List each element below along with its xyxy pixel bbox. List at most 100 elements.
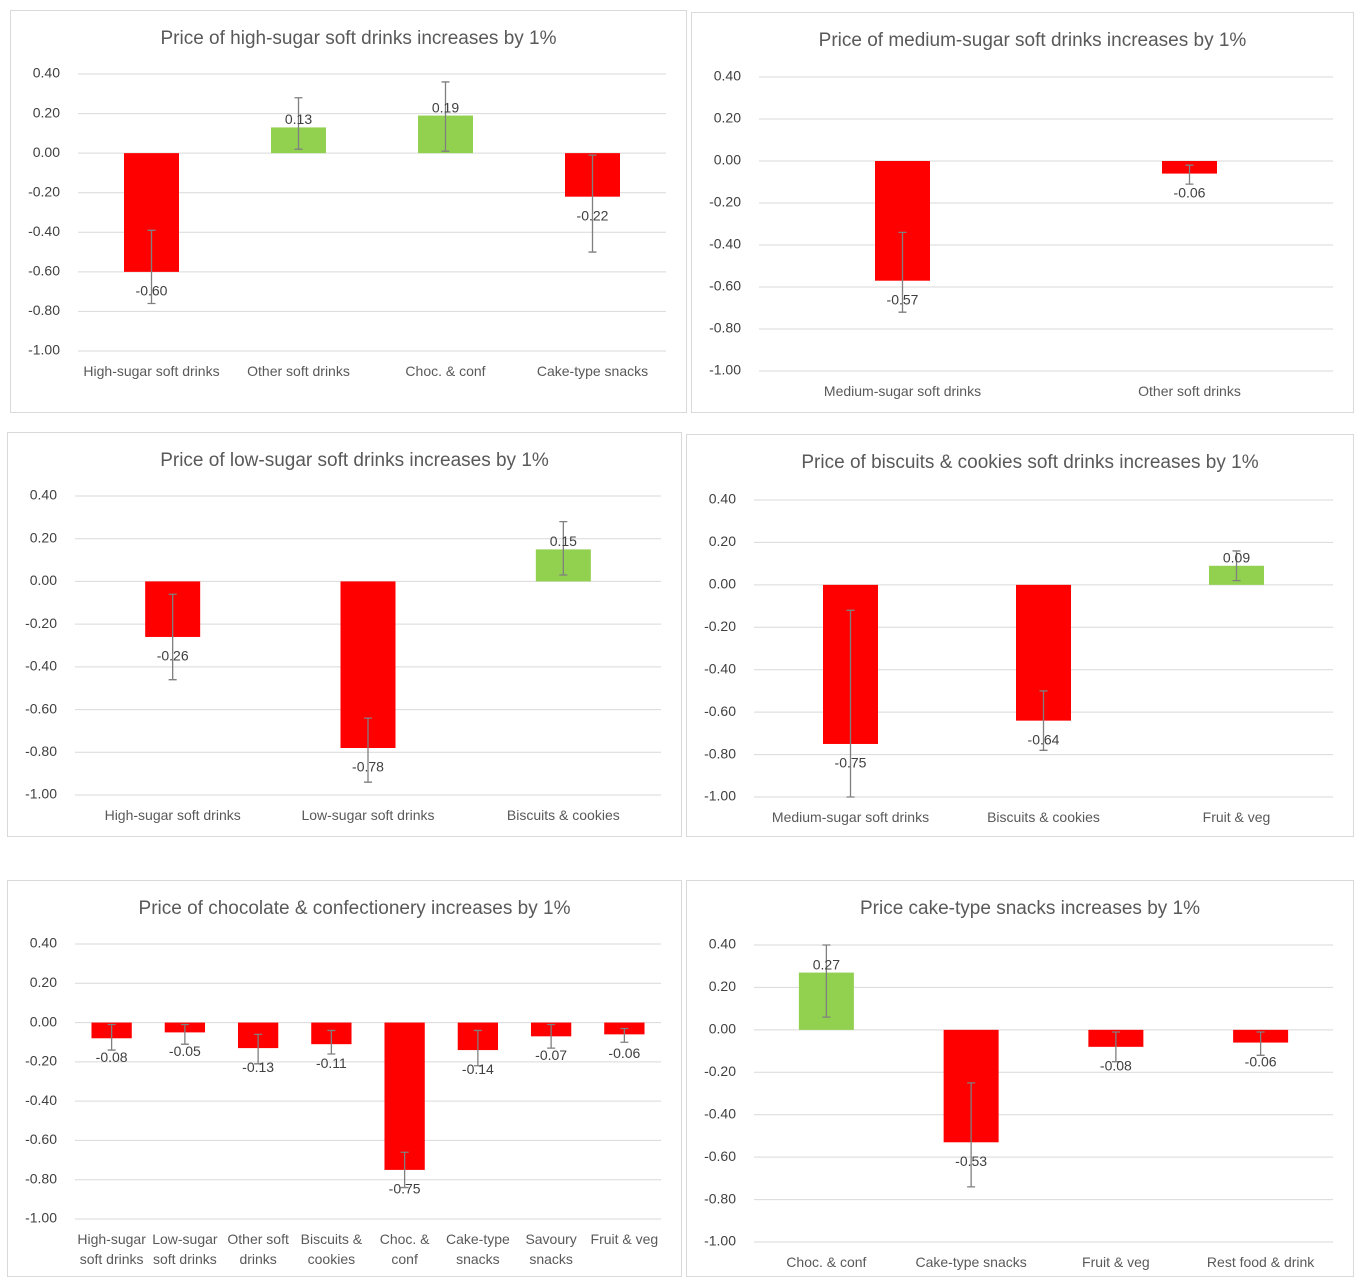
y-tick-label: -1.00: [704, 788, 736, 804]
error-bar: [147, 229, 156, 305]
data-label: -0.53: [955, 1153, 987, 1169]
chart: Price of chocolate & confectionery incre…: [25, 898, 661, 1267]
x-tick-label-box: Savoury snacks: [525, 1231, 576, 1267]
x-tick-label-box: Biscuits & cookies: [507, 807, 620, 823]
data-label: -0.13: [242, 1059, 274, 1075]
x-tick-label-box: High-sugar soft drinks: [77, 1231, 146, 1267]
x-tick-label-box: Cake-type snacks: [915, 1254, 1027, 1270]
chart: Price of high-sugar soft drinks increase…: [28, 28, 666, 379]
y-tick-label: -0.20: [704, 618, 736, 634]
x-tick-label: Low-sugar soft drinks: [152, 1231, 218, 1267]
x-tick-label: Medium-sugar soft drinks: [771, 809, 930, 825]
y-tick-label: 0.00: [30, 572, 57, 588]
data-label: 0.15: [550, 533, 577, 549]
chart-title: Price of chocolate & confectionery incre…: [139, 898, 571, 919]
x-tick-label: Choc. & conf: [786, 1254, 867, 1270]
chart: Price of low-sugar soft drinks increases…: [25, 450, 661, 823]
error-bar: [1039, 690, 1048, 751]
y-tick-label: -0.20: [709, 194, 741, 210]
y-tick-label: -1.00: [709, 362, 741, 378]
x-tick-label-box: Cake-type snacks: [536, 363, 649, 379]
x-tick-label-box: Choc. & conf: [380, 1231, 430, 1267]
y-tick-label: -0.20: [25, 1053, 57, 1069]
error-bar: [559, 520, 568, 576]
y-tick-label: -0.20: [25, 615, 57, 631]
chart-panel: Price of biscuits & cookies soft drinks …: [686, 434, 1354, 837]
y-tick-label: -0.60: [709, 278, 741, 294]
y-tick-label: 0.20: [33, 104, 60, 120]
y-tick-label: -0.40: [709, 236, 741, 252]
y-tick-label: -0.60: [28, 263, 60, 279]
x-tick-label-box: Rest food & drink: [1207, 1254, 1314, 1270]
chart-panel: Price of chocolate & confectionery incre…: [7, 880, 682, 1277]
y-tick-label: -0.80: [25, 743, 57, 759]
error-bar: [898, 231, 907, 313]
error-bar: [822, 944, 831, 1018]
x-tick-label: Other soft drinks: [1138, 383, 1241, 399]
y-tick-label: 0.00: [709, 1021, 736, 1037]
data-label: -0.06: [1174, 184, 1206, 200]
data-label: -0.06: [1245, 1053, 1277, 1069]
error-bar: [620, 1027, 629, 1043]
data-label: -0.57: [887, 291, 919, 307]
x-tick-label-box: Other soft drinks: [247, 363, 350, 379]
y-tick-label: -0.40: [704, 660, 736, 676]
error-bar: [846, 609, 855, 798]
y-tick-label: -0.40: [25, 658, 57, 674]
y-tick-label: -0.80: [709, 320, 741, 336]
error-bar: [1185, 164, 1194, 185]
y-tick-label: -1.00: [25, 1210, 57, 1226]
error-bar: [588, 154, 597, 253]
data-label: -0.11: [316, 1055, 347, 1071]
x-tick-label: Biscuits & cookies: [300, 1231, 363, 1267]
y-tick-label: -1.00: [25, 786, 57, 802]
x-tick-label-box: Biscuits & cookies: [987, 809, 1100, 825]
x-tick-label-box: Other soft drinks: [227, 1231, 289, 1267]
x-tick-label: Cake-type snacks: [536, 363, 649, 379]
error-bar: [473, 1029, 482, 1067]
error-bar: [1256, 1031, 1265, 1056]
data-label: -0.22: [577, 207, 609, 223]
chart-panel: Price of low-sugar soft drinks increases…: [7, 432, 682, 837]
y-tick-label: -0.80: [704, 1190, 736, 1206]
x-tick-label-box: High-sugar soft drinks: [83, 363, 219, 379]
data-label: -0.75: [389, 1181, 421, 1197]
x-tick-label-box: Medium-sugar soft drinks: [771, 809, 930, 825]
x-tick-label-box: Low-sugar soft drinks: [301, 807, 434, 823]
y-tick-label: 0.40: [30, 935, 57, 951]
data-label: -0.07: [535, 1047, 567, 1063]
x-tick-label: Other soft drinks: [247, 363, 350, 379]
x-tick-label-box: Fruit & veg: [1203, 809, 1271, 825]
y-tick-label: 0.20: [709, 978, 736, 994]
x-tick-label: Choc. & conf: [405, 363, 486, 379]
y-tick-label: -0.20: [704, 1063, 736, 1079]
data-label: -0.26: [157, 648, 189, 664]
x-tick-label: Cake-type snacks: [915, 1254, 1027, 1270]
error-bar: [168, 593, 177, 681]
data-label: -0.60: [136, 283, 168, 299]
error-bar: [180, 1023, 189, 1045]
error-bar: [967, 1082, 976, 1188]
y-tick-label: 0.40: [714, 68, 741, 84]
y-tick-label: -0.60: [704, 703, 736, 719]
chart-title: Price cake-type snacks increases by 1%: [860, 898, 1200, 919]
y-tick-label: 0.40: [30, 487, 57, 503]
data-label: -0.78: [352, 759, 384, 775]
chart-panel: Price cake-type snacks increases by 1% -1…: [686, 880, 1354, 1277]
y-tick-label: 0.20: [709, 533, 736, 549]
x-tick-label: High-sugar soft drinks: [77, 1231, 146, 1267]
x-tick-label: Other soft drinks: [227, 1231, 289, 1267]
y-tick-label: 0.20: [714, 110, 741, 126]
chart-title: Price of biscuits & cookies soft drinks …: [801, 452, 1258, 473]
y-tick-label: -0.80: [25, 1170, 57, 1186]
y-tick-label: -1.00: [704, 1233, 736, 1249]
y-tick-label: -1.00: [28, 342, 60, 358]
error-bar: [294, 97, 303, 150]
x-tick-label: High-sugar soft drinks: [104, 807, 241, 823]
error-bar: [1232, 550, 1241, 582]
chart: Price cake-type snacks increases by 1% -1…: [704, 898, 1333, 1270]
data-label: -0.64: [1028, 731, 1060, 747]
y-tick-label: 0.40: [709, 491, 736, 507]
y-tick-label: 0.00: [714, 152, 741, 168]
